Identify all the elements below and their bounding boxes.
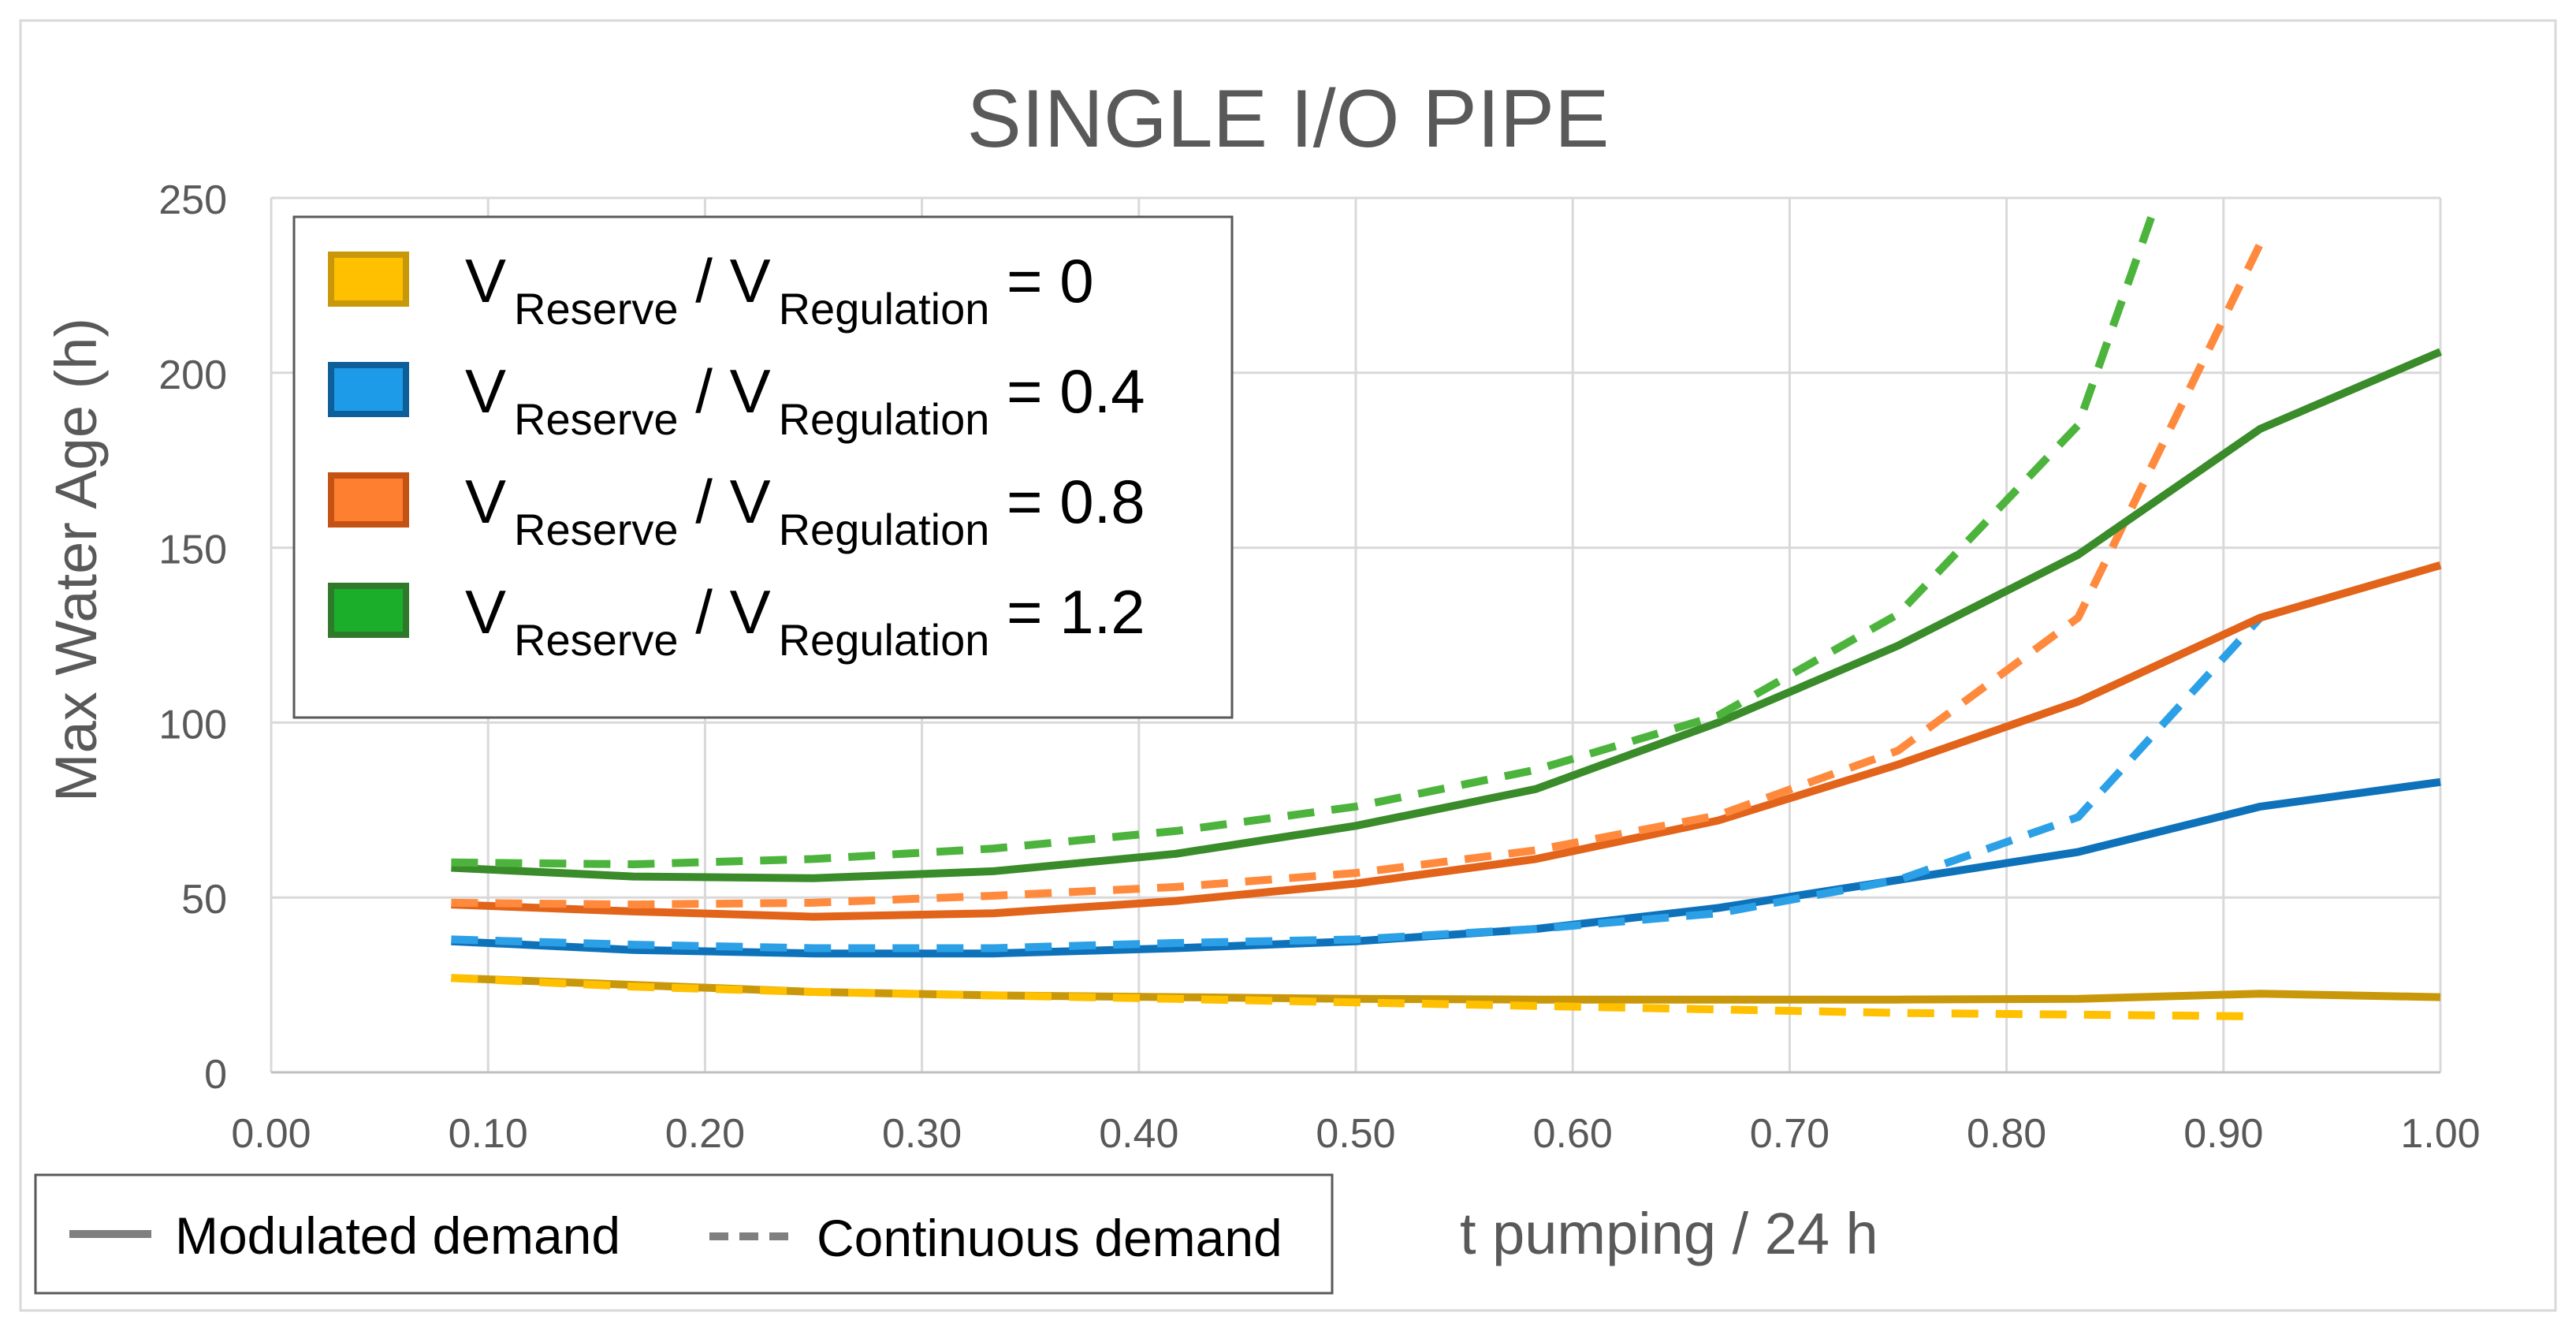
x-tick-label: 0.10 [449,1111,528,1157]
continuous-demand-label: Continuous demand [817,1209,1282,1267]
y-tick-label: 250 [158,177,227,223]
y-tick-label: 200 [158,352,227,398]
x-tick-label: 0.70 [1750,1111,1830,1157]
series-line-modulated-2 [451,561,2442,921]
x-tick-label: 0.30 [882,1111,962,1157]
x-tick-label: 1.00 [2400,1111,2480,1157]
y-tick-label: 150 [158,528,227,573]
y-axis-label: Max Water Age (h) [43,318,109,802]
series-line-continuous-0 [451,974,2261,1020]
series-line-continuous-2 [451,241,2265,909]
x-tick-label: 0.00 [231,1111,311,1157]
x-tick-label: 0.50 [1316,1111,1395,1157]
linestyle-legend: Modulated demand Continuous demand [34,1173,1334,1295]
legend-swatch [328,472,409,528]
y-tick-label: 0 [204,1052,227,1098]
x-tick-label: 0.20 [665,1111,745,1157]
x-tick-label: 0.90 [2183,1111,2263,1157]
series-line-modulated-3 [451,348,2442,882]
chart-title: SINGLE I/O PIPE [967,73,1610,165]
legend-entry-label: V Reserve / V Regulation = 0.8 [465,467,1145,554]
legend-entry-label: V Reserve / V Regulation = 0.4 [465,356,1145,444]
x-axis-label: t pumping / 24 h [1460,1201,1878,1266]
x-tick-label: 0.60 [1533,1111,1613,1157]
x-tick-labels: 0.00 0.10 0.20 0.30 0.40 0.50 0.60 0.70 0.80 0.90… [231,1111,2480,1157]
y-tick-label: 50 [181,877,227,923]
legend-swatch [328,583,409,638]
legend-entry-label: V Reserve / V Regulation = 1.2 [465,577,1145,665]
series-line-continuous-1 [451,614,2264,953]
legend-entry-label: V Reserve / V Regulation = 0 [465,246,1094,334]
legend-box [292,215,1234,719]
legend-swatch [328,252,409,307]
y-tick-label: 100 [158,702,227,748]
linestyle-legend-box [34,1173,1334,1295]
y-tick-labels: 0 50 100 150 200 250 [158,177,227,1098]
data-series [451,214,2442,1020]
series-line-continuous-3 [451,214,2156,869]
modulated-demand-label: Modulated demand [175,1206,620,1265]
legend-swatch [328,362,409,417]
series-legend: V Reserve / V Regulation = 0 V Reserve / V Re… [292,215,1234,719]
x-tick-label: 0.40 [1099,1111,1178,1157]
x-tick-label: 0.80 [1967,1111,2046,1157]
